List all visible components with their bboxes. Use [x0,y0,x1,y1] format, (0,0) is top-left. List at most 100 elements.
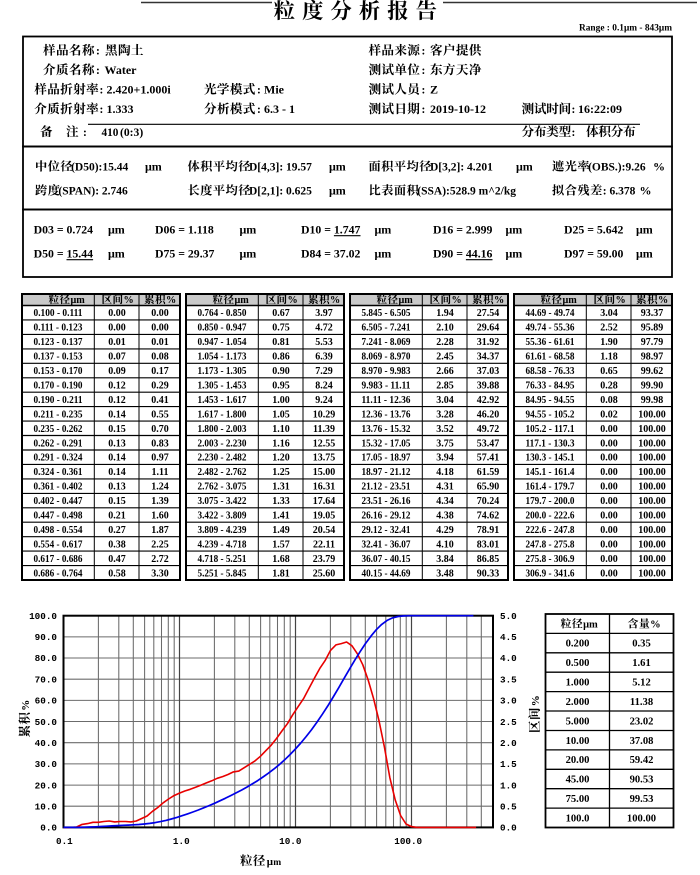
svg-text:3.94: 3.94 [436,453,454,464]
svg-text:2.28: 2.28 [436,337,454,348]
svg-text:0.27: 0.27 [108,525,126,536]
svg-text:1.800 - 2.003: 1.800 - 2.003 [198,424,247,435]
svg-text::: : [572,104,576,116]
svg-text:1.87: 1.87 [151,525,169,536]
svg-text:Mie: Mie [264,83,285,97]
svg-text:0.00: 0.00 [600,438,618,449]
svg-text:μm: μm [329,184,346,198]
svg-text:0.00: 0.00 [151,323,169,334]
svg-text:78.91: 78.91 [477,525,500,536]
svg-text:0.95: 0.95 [272,381,290,392]
svg-text::: : [422,46,426,58]
svg-text:100.0: 100.0 [29,611,57,622]
svg-text:8.970 - 9.983: 8.970 - 9.983 [362,366,411,377]
svg-text:60.0: 60.0 [35,696,58,707]
svg-text:0.12: 0.12 [108,395,126,406]
svg-text:93.37: 93.37 [641,308,664,319]
svg-text:2.000: 2.000 [566,697,590,708]
svg-text:100.00: 100.00 [627,813,656,824]
svg-text:D[2,1]: 0.625: D[2,1]: 0.625 [249,186,312,198]
svg-text:0.90: 0.90 [272,366,290,377]
svg-text:3.75: 3.75 [436,438,454,449]
svg-text:0.28: 0.28 [600,381,618,392]
svg-text:0.15: 0.15 [108,424,126,435]
svg-text:μm: μm [563,295,578,306]
svg-text:0.686 - 0.764: 0.686 - 0.764 [34,568,83,579]
svg-text:0.291 - 0.324: 0.291 - 0.324 [34,453,83,464]
svg-text:2.420+1.000i: 2.420+1.000i [107,83,172,97]
svg-text:μm: μm [71,295,86,306]
svg-text:5.251 - 5.845: 5.251 - 5.845 [198,568,247,579]
svg-text:57.41: 57.41 [477,453,500,464]
svg-text:1.617 - 1.800: 1.617 - 1.800 [198,409,247,420]
svg-text:100.00: 100.00 [638,482,666,493]
svg-text:D[4,3]: 19.57: D[4,3]: 19.57 [249,162,312,174]
svg-text:22.11: 22.11 [313,539,335,550]
svg-text:2.230 - 2.482: 2.230 - 2.482 [198,453,247,464]
svg-text:2.72: 2.72 [151,554,169,565]
svg-text:2.45: 2.45 [436,352,454,363]
svg-text:100.00: 100.00 [638,525,666,536]
svg-text:0.75: 0.75 [272,323,290,334]
svg-text::: : [100,85,104,97]
svg-text:%: % [124,295,134,306]
svg-text:6.3 - 1: 6.3 - 1 [264,102,295,116]
svg-text:37.08: 37.08 [630,736,654,747]
svg-text:15.44: 15.44 [67,247,94,261]
svg-text:100.00: 100.00 [638,568,666,579]
svg-text:25.60: 25.60 [313,568,336,579]
svg-text:12.36 - 13.76: 12.36 - 13.76 [362,409,411,420]
svg-text:7.29: 7.29 [315,366,333,377]
svg-text:0.01: 0.01 [108,337,126,348]
svg-text:%: % [20,700,32,711]
svg-text:%: % [330,295,340,306]
svg-text:μm: μm [145,160,162,174]
svg-text:1.16: 1.16 [272,438,290,449]
svg-text:D90 =: D90 = [433,247,463,261]
svg-text:%: % [616,295,626,306]
svg-text:3.5: 3.5 [500,674,517,685]
svg-text:130.3 - 145.1: 130.3 - 145.1 [526,453,575,464]
svg-text:0.02: 0.02 [600,409,618,420]
svg-text:2.0: 2.0 [500,738,517,749]
svg-text:0.14: 0.14 [108,409,126,420]
svg-text::: : [422,85,426,97]
svg-text:4.5: 4.5 [500,632,517,643]
svg-text::: : [572,127,576,139]
svg-text:3.28: 3.28 [436,409,454,420]
svg-text:100.00: 100.00 [638,554,666,565]
svg-text:37.03: 37.03 [477,366,500,377]
svg-text:0.14: 0.14 [108,453,126,464]
svg-text:19.05: 19.05 [313,511,336,522]
svg-text:306.9 - 341.6: 306.9 - 341.6 [526,568,575,579]
svg-text:(SSA):528.9 m^2/kg: (SSA):528.9 m^2/kg [417,186,516,198]
svg-text:1.05: 1.05 [272,409,290,420]
svg-text:D25 =: D25 = [564,223,594,237]
svg-text:1.33: 1.33 [272,496,290,507]
svg-text:2.10: 2.10 [436,323,454,334]
svg-text::: : [96,65,100,77]
svg-text:0.00: 0.00 [108,308,126,319]
svg-text:3.52: 3.52 [436,424,454,435]
svg-text:0.724: 0.724 [67,223,94,237]
svg-text:7.241 - 8.069: 7.241 - 8.069 [362,337,411,348]
svg-text:90.0: 90.0 [35,632,58,643]
svg-text:Range : 0.1μm - 843μm: Range : 0.1μm - 843μm [579,23,673,33]
svg-text:20.0: 20.0 [35,780,58,791]
svg-text:3.97: 3.97 [315,308,333,319]
svg-text:μm: μm [506,223,523,237]
svg-text:0.00: 0.00 [600,467,618,478]
svg-text:8.069 - 8.970: 8.069 - 8.970 [362,352,411,363]
svg-text:1.333: 1.333 [107,102,134,116]
svg-text:44.16: 44.16 [466,247,493,261]
svg-text:0.00: 0.00 [600,511,618,522]
svg-text:31.92: 31.92 [477,337,500,348]
svg-text:1.20: 1.20 [272,453,290,464]
svg-text:1.18: 1.18 [600,352,618,363]
svg-text:%: % [288,295,298,306]
svg-text:4.718 - 5.251: 4.718 - 5.251 [198,554,247,565]
svg-text:117.1 - 130.3: 117.1 - 130.3 [526,438,575,449]
svg-text:161.4 - 179.7: 161.4 - 179.7 [526,482,575,493]
svg-text:0.38: 0.38 [108,539,126,550]
svg-text:27.54: 27.54 [477,308,500,319]
